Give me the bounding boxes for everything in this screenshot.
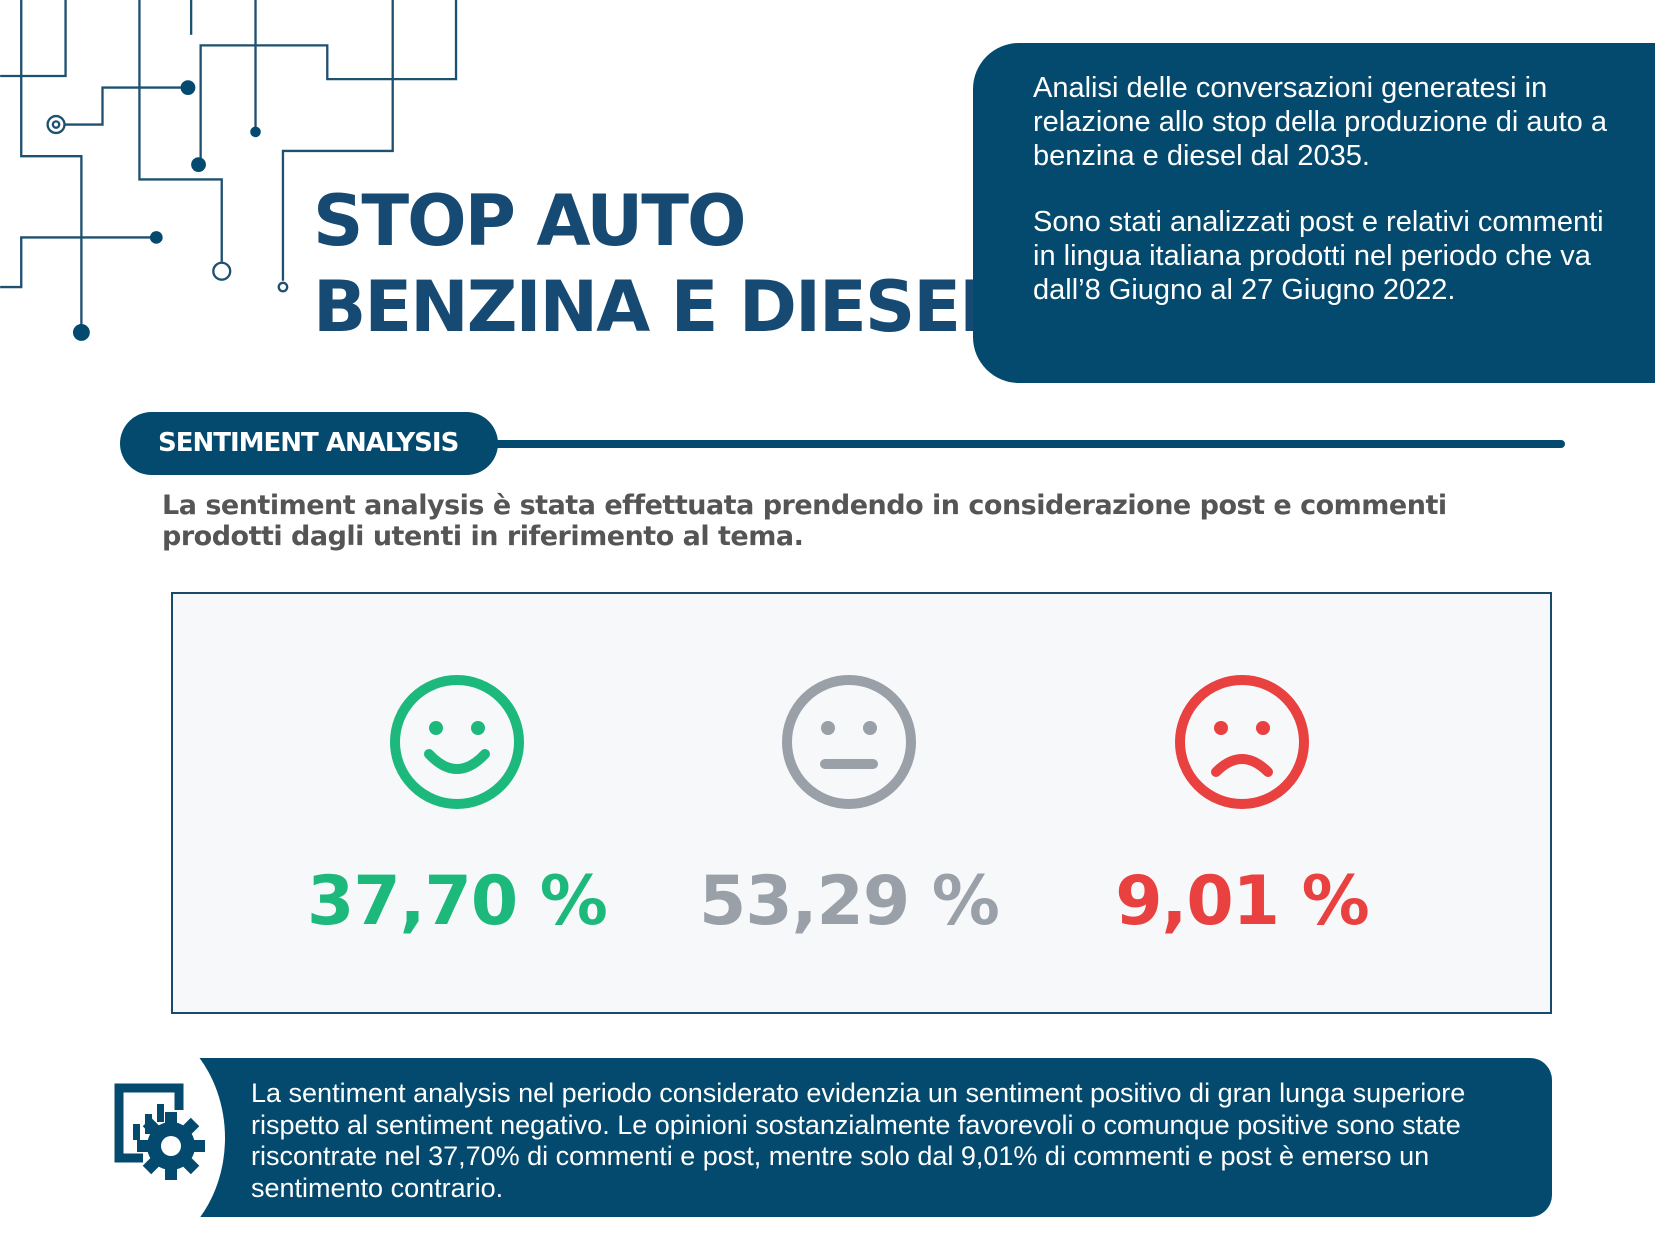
- section-divider: [490, 440, 1565, 448]
- section-heading: SENTIMENT ANALYSIS: [120, 412, 498, 475]
- smile-icon: [390, 675, 524, 809]
- page-title: STOP AUTO BENZINA E DIESEL: [313, 180, 1004, 348]
- summary-text: La sentiment analysis nel periodo consid…: [251, 1078, 1466, 1203]
- sentiment-panel: 37,70 % 53,29 % 9,01 %: [171, 592, 1552, 1014]
- neutral-face-icon: [782, 675, 916, 809]
- intro-text: Sono stati analizzati post e relativi co…: [1033, 206, 1604, 306]
- positive-percentage: 37,70 %: [307, 862, 608, 941]
- analytics-gear-icon: [114, 1083, 205, 1180]
- neutral-percentage: 53,29 %: [699, 862, 1000, 941]
- section-lead: La sentiment analysis è stata effettuata…: [162, 490, 1447, 552]
- negative-percentage: 9,01 %: [1115, 862, 1370, 941]
- summary-banner: La sentiment analysis nel periodo consid…: [195, 1058, 1552, 1217]
- intro-panel: Analisi delle conversazioni generatesi i…: [973, 43, 1655, 383]
- intro-text: Analisi delle conversazioni generatesi i…: [1033, 72, 1607, 172]
- frown-icon: [1175, 675, 1309, 809]
